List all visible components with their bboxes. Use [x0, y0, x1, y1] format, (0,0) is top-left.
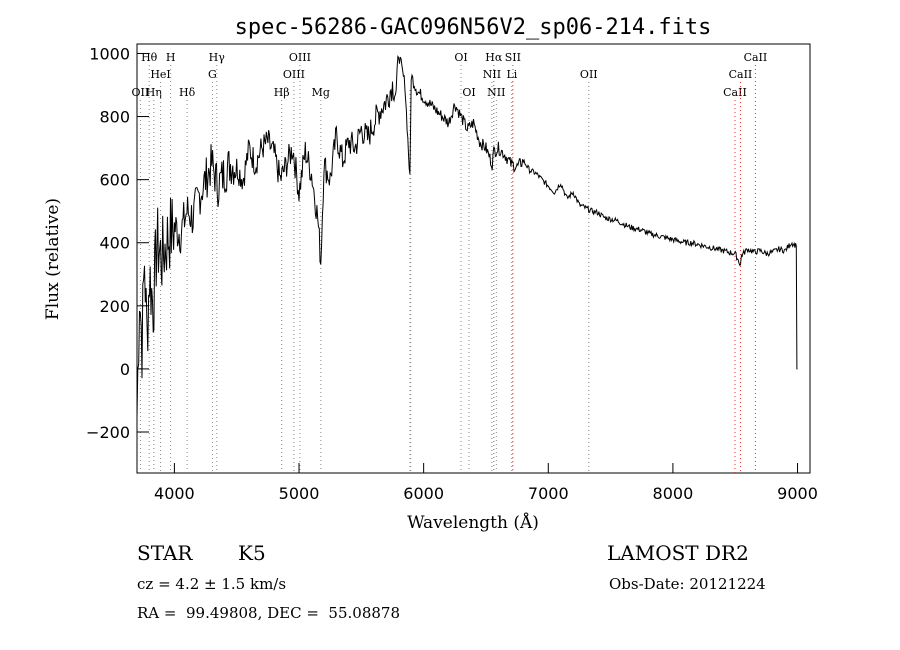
spectral-line-label: NII — [483, 68, 501, 81]
y-tick-label: 600 — [99, 171, 130, 190]
chart-title: spec-56286-GAC096N56V2_sp06-214.fits — [235, 15, 712, 40]
redshift-cz: cz = 4.2 ± 1.5 km/s — [137, 575, 287, 593]
y-tick-label: 1000 — [89, 44, 130, 63]
spectral-line-label: HeI — [150, 68, 170, 81]
spectral-line-label: OI — [454, 51, 467, 64]
x-tick-label: 4000 — [154, 484, 195, 503]
spectral-line-label: G — [208, 68, 217, 81]
x-tick-label: 7000 — [528, 484, 569, 503]
x-tick-label: 9000 — [777, 484, 818, 503]
y-tick-label: 0 — [120, 360, 130, 379]
x-tick-label: 8000 — [653, 484, 694, 503]
coordinates: RA = 99.49808, DEC = 55.08878 — [137, 604, 401, 622]
spectral-line-label: OI — [462, 86, 475, 99]
y-tick-label: 200 — [99, 297, 130, 316]
spectral-line-label: NII — [487, 86, 505, 99]
spectral-line-label: CaII — [723, 86, 747, 99]
object-subclass: K5 — [238, 541, 266, 565]
spectral-line-label: Mg — [312, 86, 330, 99]
y-axis-label: Flux (relative) — [43, 198, 63, 320]
x-axis-label: Wavelength (Å) — [407, 512, 539, 533]
object-class: STAR — [137, 541, 193, 565]
x-tick-label: 6000 — [403, 484, 444, 503]
spectral-line-label: OII — [132, 86, 150, 99]
y-tick-label: −200 — [86, 423, 130, 442]
observation-date: Obs-Date: 20121224 — [609, 575, 766, 593]
spectral-line-label: Hδ — [179, 86, 196, 99]
survey-name: LAMOST DR2 — [607, 541, 749, 565]
spectral-line-label: CaII — [729, 68, 753, 81]
spectral-line-label: Hη — [146, 86, 162, 99]
plot-frame — [136, 43, 811, 474]
x-tick-label: 5000 — [279, 484, 320, 503]
spectral-line-label: OII — [580, 68, 598, 81]
spectral-line-label: Hβ — [274, 86, 290, 99]
spectral-line-label: Li — [506, 68, 517, 81]
spectral-line-label: Hγ — [209, 51, 226, 64]
spectral-line-label: Hθ — [141, 51, 158, 64]
spectral-line-label: Hα — [485, 51, 503, 64]
spectral-line-label: SII — [505, 51, 521, 64]
y-tick-label: 800 — [99, 108, 130, 127]
y-tick-label: 400 — [99, 234, 130, 253]
spectral-line-label: CaII — [744, 51, 768, 64]
spectral-line-label: OIII — [289, 51, 311, 64]
spectral-line-label: OIII — [283, 68, 305, 81]
spectral-line-label: H — [166, 51, 176, 64]
axis-ticks: 4000 5000 6000 7000 8000 9000 −200 0 200 400 600 80… — [86, 44, 818, 503]
spectral-line-markers: OII Hθ Hη HeI H Hδ Hγ G Hβ OIII OIII Mg OI OI Hα NII NII… — [132, 51, 768, 473]
spectrum-line — [136, 55, 798, 418]
